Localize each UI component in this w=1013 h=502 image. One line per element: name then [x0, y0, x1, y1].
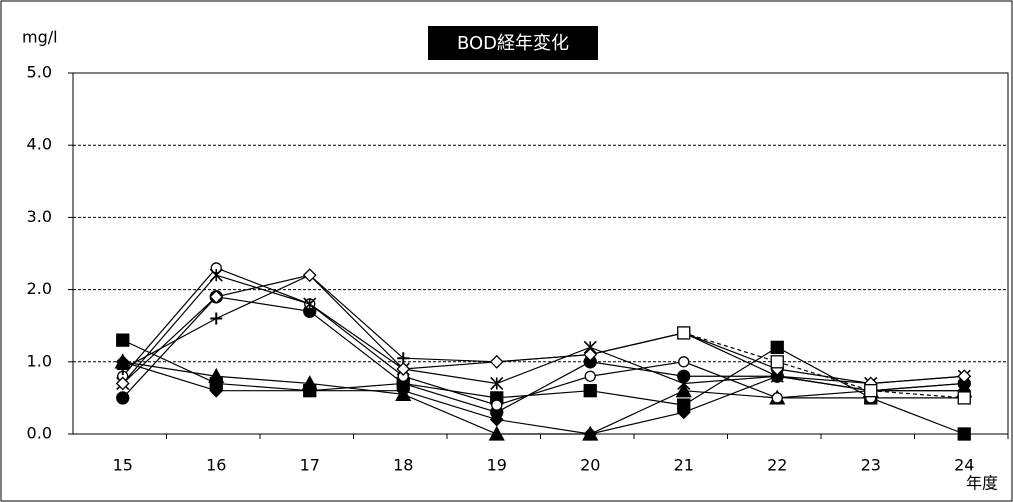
marker — [209, 383, 224, 398]
marker — [678, 356, 690, 368]
marker — [209, 289, 224, 304]
marker — [957, 427, 971, 441]
marker — [677, 326, 691, 340]
y-tick-label: 0.0 — [27, 424, 52, 443]
marker — [584, 370, 596, 382]
marker — [208, 367, 225, 383]
y-tick-label: 3.0 — [27, 207, 52, 226]
y-tick-label: 5.0 — [27, 63, 52, 82]
chart-title: BOD経年変化 — [457, 33, 569, 54]
marker — [302, 268, 317, 283]
x-tick-label: 23 — [861, 456, 881, 475]
x-tick-label: 21 — [674, 456, 694, 475]
marker — [302, 383, 317, 398]
x-tick-label: 24 — [954, 456, 974, 475]
series-line — [122, 339, 965, 435]
marker — [303, 297, 317, 311]
marker — [583, 384, 597, 398]
marker — [957, 391, 971, 405]
y-tick-label: 4.0 — [27, 135, 52, 154]
marker — [771, 392, 783, 404]
marker — [864, 384, 878, 398]
x-tick-label: 22 — [767, 456, 787, 475]
x-tick-label: 15 — [113, 456, 133, 475]
marker — [491, 399, 503, 411]
marker — [770, 355, 784, 369]
marker — [116, 363, 129, 376]
title-box — [428, 26, 598, 60]
marker — [396, 383, 411, 398]
x-tick-label: 20 — [580, 456, 600, 475]
series-line — [122, 361, 965, 435]
marker — [770, 340, 784, 355]
y-tick-label: 1.0 — [27, 351, 52, 370]
marker — [675, 382, 692, 398]
marker — [489, 412, 504, 427]
marker — [489, 354, 504, 369]
marker — [115, 376, 130, 391]
marker — [677, 376, 691, 391]
series-line — [122, 274, 965, 385]
marker — [209, 268, 223, 282]
marker — [116, 333, 130, 347]
marker — [490, 376, 504, 391]
x-tick-label: 16 — [206, 456, 226, 475]
marker — [488, 425, 505, 441]
x-tick-label: 18 — [393, 456, 413, 475]
marker — [396, 362, 411, 376]
series-line — [122, 274, 965, 385]
y-axis-label: mg/l — [22, 28, 58, 47]
x-axis-label: 年度 — [966, 474, 998, 493]
x-tick-label: 17 — [300, 456, 320, 475]
x-tick-label: 19 — [487, 456, 507, 475]
marker — [583, 427, 598, 441]
marker — [210, 312, 223, 325]
marker — [583, 347, 598, 362]
marker — [957, 369, 972, 384]
marker — [116, 391, 130, 405]
marker — [676, 405, 691, 420]
y-tick-label: 2.0 — [27, 279, 52, 298]
